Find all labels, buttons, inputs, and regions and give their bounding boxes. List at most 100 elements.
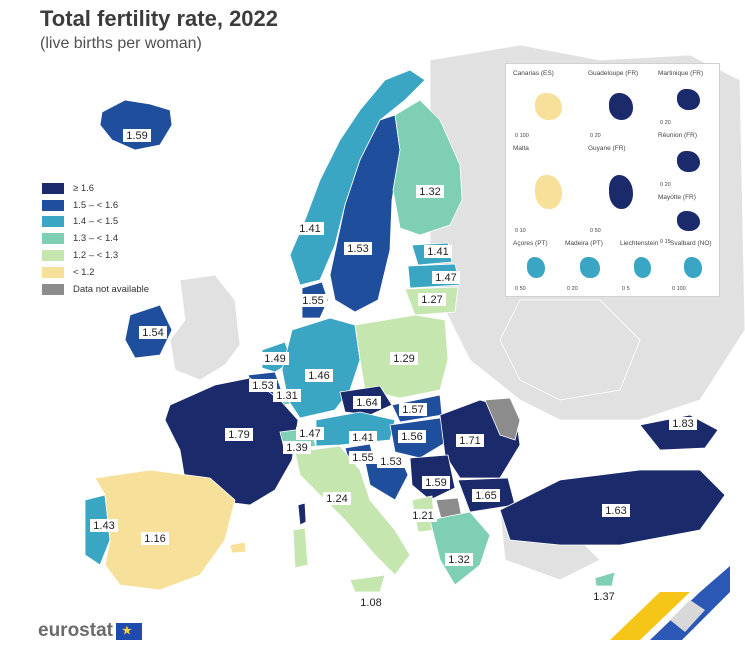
value-label-text: 1.46 [308,370,329,382]
value-label-box [399,403,427,416]
legend-label: 1.2 – < 1.3 [73,250,119,262]
region-sicily [349,574,386,593]
value-label-text: 1.39 [286,442,307,454]
legend-item: Data not available [42,281,149,298]
value-label-text: 1.47 [435,272,456,284]
legend-swatch [42,216,64,228]
value-label-box [344,242,372,255]
eurostat-logo-text: eurostat [38,620,113,641]
map-legend: ≥ 1.6 1.5 – < 1.6 1.4 – < 1.5 1.3 – < 1.4 1.… [42,180,149,298]
inset-label: Guadeloupe (FR) [588,70,639,77]
value-label-hungary: 1.56 [398,430,426,443]
value-label-text: 1.65 [475,490,496,502]
legend-item: 1.5 – < 1.6 [42,197,149,214]
legend-label: 1.3 – < 1.4 [73,233,119,245]
inset-scale: 0 20 [567,286,578,292]
value-label-spain: 1.16 [141,532,169,545]
value-label-box [225,428,253,441]
eurostat-logo: eurostat ★ [38,620,142,642]
value-label-text: 1.57 [402,404,423,416]
value-label-italy: 1.24 [323,492,351,505]
region-france [164,377,299,506]
value-label-box [123,129,151,142]
inset-label: Açores (PT) [513,240,548,247]
value-label-box [416,185,444,198]
region-balearics [229,541,247,554]
value-label-text: 1.08 [360,597,381,609]
value-label-denmark: 1.55 [299,294,327,307]
region-corsica [297,502,307,526]
value-label-lithuania: 1.27 [418,293,446,306]
value-label-czechia: 1.64 [353,396,381,409]
value-label-box [296,222,324,235]
legend-item: ≥ 1.6 [42,180,149,197]
inset-label: Svalbard (NO) [670,240,712,247]
inset-map: Madeira (PT) 0 20 [561,237,616,295]
value-label-text: 1.31 [276,390,297,402]
value-label-text: 1.43 [93,520,114,532]
inset-label: Liechtenstein [620,240,659,247]
value-label-serbia: 1.59 [422,476,450,489]
inset-shape [580,257,600,278]
inset-scale: 0 20 [590,133,601,139]
value-label-text: 1.32 [419,186,440,198]
value-label-box [390,352,418,365]
value-label-box [249,379,277,392]
value-label-box [305,369,333,382]
inset-shape [676,88,700,111]
inset-map: Liechtenstein 0 5 [616,237,666,295]
value-label-box [590,590,618,603]
value-label-box [409,509,437,522]
inset-scale: 0 5 [622,286,630,292]
legend-label: 1.5 – < 1.6 [73,199,119,211]
inset-shape [535,175,562,209]
value-label-box [602,504,630,517]
value-label-box [422,476,450,489]
inset-scale: 0 20 [660,182,671,188]
value-label-box [90,519,118,532]
value-label-text: 1.27 [421,294,442,306]
value-label-liechtenstein: 1.47 [296,427,324,440]
region-spain [94,469,236,591]
value-label-box [377,455,405,468]
value-label-cyprus: 1.37 [590,590,618,603]
inset-shape [633,257,651,278]
inset-label: Canarias (ES) [513,70,554,77]
value-label-box [669,417,697,430]
value-label-text: 1.64 [356,397,377,409]
region-iceland [99,99,173,151]
value-label-box [323,492,351,505]
inset-label: Madeira (PT) [565,240,603,247]
inset-scale: 0 20 [660,120,671,126]
legend-item: < 1.2 [42,264,149,281]
value-label-text: 1.47 [299,428,320,440]
value-label-text: 1.24 [326,493,347,505]
value-label-text: 1.79 [228,429,249,441]
inset-label: Malta [513,145,529,152]
value-label-box [432,271,460,284]
value-label-text: 1.29 [393,353,414,365]
inset-shape [676,150,700,173]
value-label-slovenia: 1.55 [349,451,377,464]
value-label-switzerland: 1.39 [283,441,311,454]
value-label-netherlands: 1.49 [261,352,289,365]
value-label-portugal: 1.43 [90,519,118,532]
value-label-box [456,434,484,447]
region-cyprus [594,571,616,587]
value-label-box [296,427,324,440]
value-label-text: 1.83 [672,418,693,430]
value-label-box [445,553,473,566]
inset-shape [676,210,700,231]
value-label-text: 1.59 [425,477,446,489]
inset-map: Mayotte (FR) 0 15 [654,191,719,248]
value-label-slovakia: 1.57 [399,403,427,416]
value-label-text: 1.53 [347,243,368,255]
inset-shape [535,93,562,120]
value-label-france: 1.79 [225,428,253,441]
value-label-box [261,352,289,365]
inset-label: Martinique (FR) [658,70,704,77]
legend-swatch [42,233,64,245]
value-label-moldova: 1.83 [669,417,697,430]
value-label-text: 1.37 [593,591,614,603]
value-label-box [349,451,377,464]
